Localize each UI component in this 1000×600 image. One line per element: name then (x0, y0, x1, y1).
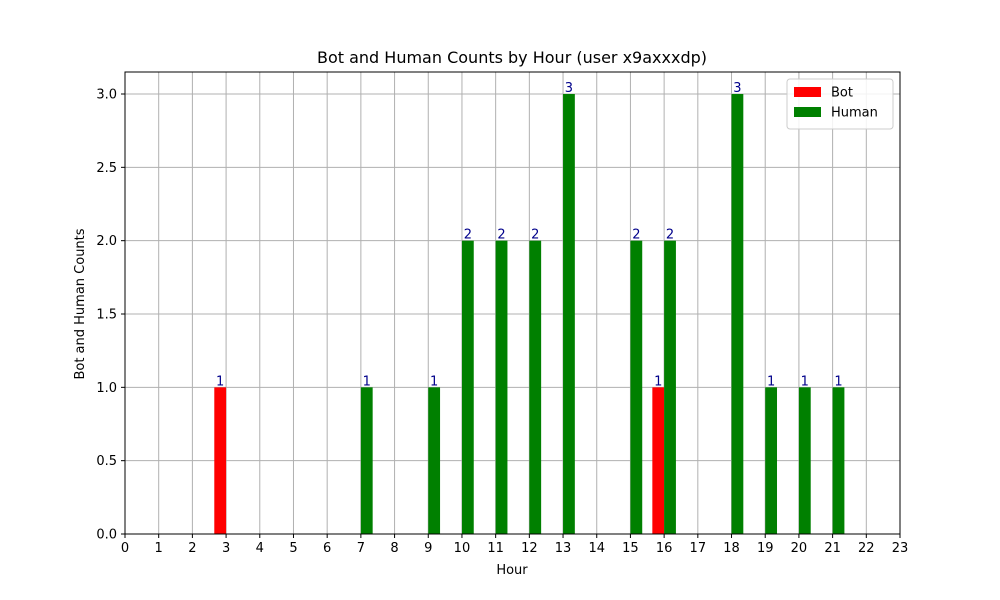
y-tick-label: 1.5 (96, 308, 117, 323)
x-tick-label: 21 (824, 541, 841, 556)
x-tick-label: 10 (454, 541, 471, 556)
bot-bar (652, 387, 665, 534)
bar-value-label: 2 (497, 228, 505, 243)
plot-frame (124, 71, 901, 535)
human-bar (563, 94, 575, 534)
bar-value-label: 1 (801, 374, 809, 389)
legend: Bot Human (786, 78, 894, 130)
x-tick-label: 8 (390, 541, 398, 556)
human-bar (798, 387, 811, 534)
x-tick-label: 13 (555, 541, 572, 556)
human-bar (461, 240, 474, 534)
human-bar (832, 387, 845, 534)
human-bar (664, 240, 676, 534)
bar-value-label: 1 (430, 374, 438, 389)
x-tick-label: 3 (222, 541, 230, 556)
y-tick-label: 0.5 (96, 454, 117, 469)
x-tick-label: 0 (121, 541, 129, 556)
bar-value-label: 1 (834, 374, 842, 389)
x-tick-label: 4 (256, 541, 264, 556)
grid-lines (124, 72, 901, 535)
legend-label: Human (831, 106, 878, 121)
bar-value-label: 1 (654, 374, 662, 389)
x-tick-label: 12 (521, 541, 538, 556)
bar-value-label: 2 (632, 228, 640, 243)
legend-swatch (794, 107, 821, 117)
y-tick-label: 1.0 (96, 381, 117, 396)
x-tick-label: 2 (188, 541, 196, 556)
bar-value-label: 2 (666, 228, 674, 243)
y-tick-label: 2.5 (96, 161, 117, 176)
human-bar (360, 387, 373, 534)
bar-value-label: 1 (363, 374, 371, 389)
bot-bar (214, 387, 227, 534)
x-tick-label: 19 (757, 541, 774, 556)
legend-swatch (794, 87, 821, 97)
human-bar (765, 387, 778, 534)
bar-value-label: 2 (531, 228, 539, 243)
x-tick-label: 22 (858, 541, 875, 556)
x-tick-label: 1 (155, 541, 163, 556)
x-tick-label: 16 (656, 541, 673, 556)
x-tick-label: 14 (588, 541, 605, 556)
legend-label: Bot (831, 86, 853, 101)
y-tick-label: 0.0 (96, 528, 117, 543)
x-tick-label: 7 (357, 541, 365, 556)
y-tick-label: 3.0 (96, 88, 117, 103)
human-bar (529, 240, 542, 534)
human-bar (731, 94, 744, 534)
human-bar (630, 240, 643, 534)
bar-value-label: 3 (733, 81, 741, 96)
x-tick-label: 6 (323, 541, 331, 556)
bars (214, 94, 845, 534)
bar-value-label: 3 (565, 81, 573, 96)
bar-value-label: 2 (464, 228, 472, 243)
x-tick-label: 20 (791, 541, 808, 556)
axis-ticks: 0 1 2 3 4 5 6 7 8 9 10 11 12 13 14 15 16 17 18 19 20 21 22 230.… (96, 88, 908, 557)
bar-value-label: 1 (767, 374, 775, 389)
y-tick-label: 2.0 (96, 234, 117, 249)
human-bar (428, 387, 441, 534)
human-bar (495, 240, 508, 534)
y-axis-label: Bot and Human Counts (73, 228, 88, 379)
x-tick-label: 5 (289, 541, 297, 556)
x-tick-label: 9 (424, 541, 432, 556)
bar-value-label: 1 (216, 374, 224, 389)
chart-title: Bot and Human Counts by Hour (user x9axx… (317, 48, 707, 67)
x-tick-label: 15 (622, 541, 639, 556)
x-axis-label: Hour (496, 563, 528, 578)
x-tick-label: 17 (690, 541, 707, 556)
x-tick-label: 23 (892, 541, 909, 556)
x-tick-label: 18 (723, 541, 740, 556)
bar-value-labels: 1 1 1 1 2 2 2 3 2 2 3 1 1 1 (216, 81, 843, 389)
x-tick-label: 11 (487, 541, 504, 556)
